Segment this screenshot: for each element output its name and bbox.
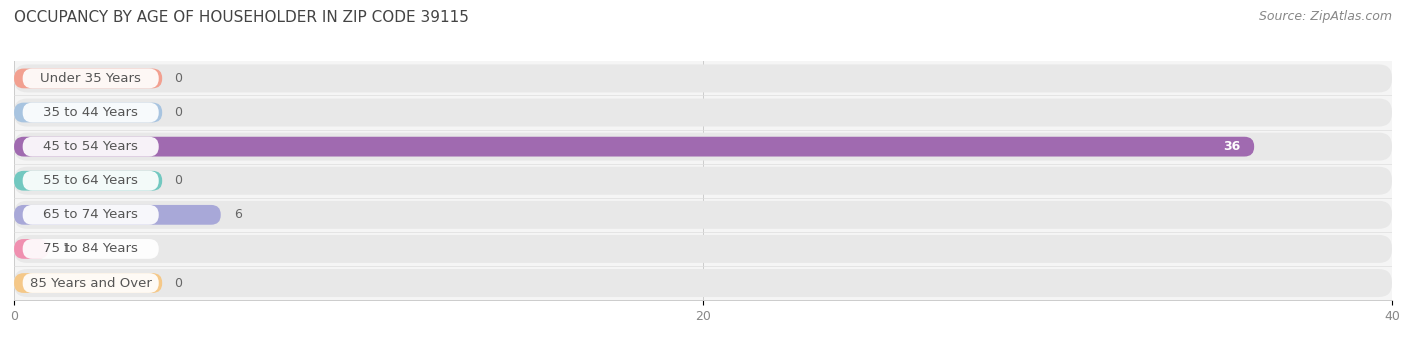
Text: 0: 0 bbox=[174, 106, 183, 119]
Text: 45 to 54 Years: 45 to 54 Years bbox=[44, 140, 138, 153]
FancyBboxPatch shape bbox=[22, 205, 159, 225]
Text: 0: 0 bbox=[174, 174, 183, 187]
FancyBboxPatch shape bbox=[14, 167, 1392, 195]
FancyBboxPatch shape bbox=[14, 235, 1392, 263]
FancyBboxPatch shape bbox=[14, 239, 48, 259]
FancyBboxPatch shape bbox=[14, 201, 1392, 229]
FancyBboxPatch shape bbox=[22, 239, 159, 259]
Text: 65 to 74 Years: 65 to 74 Years bbox=[44, 208, 138, 221]
FancyBboxPatch shape bbox=[14, 273, 162, 293]
Text: Source: ZipAtlas.com: Source: ZipAtlas.com bbox=[1258, 10, 1392, 23]
Text: 1: 1 bbox=[62, 242, 70, 255]
FancyBboxPatch shape bbox=[22, 69, 159, 88]
FancyBboxPatch shape bbox=[14, 205, 221, 225]
Text: 75 to 84 Years: 75 to 84 Years bbox=[44, 242, 138, 255]
FancyBboxPatch shape bbox=[22, 171, 159, 191]
FancyBboxPatch shape bbox=[14, 103, 162, 122]
FancyBboxPatch shape bbox=[14, 99, 1392, 127]
FancyBboxPatch shape bbox=[14, 137, 1254, 157]
FancyBboxPatch shape bbox=[22, 103, 159, 122]
Text: 36: 36 bbox=[1223, 140, 1240, 153]
FancyBboxPatch shape bbox=[14, 133, 1392, 161]
FancyBboxPatch shape bbox=[14, 269, 1392, 297]
Text: 6: 6 bbox=[235, 208, 242, 221]
Text: 0: 0 bbox=[174, 277, 183, 290]
Text: 55 to 64 Years: 55 to 64 Years bbox=[44, 174, 138, 187]
FancyBboxPatch shape bbox=[22, 137, 159, 157]
Text: OCCUPANCY BY AGE OF HOUSEHOLDER IN ZIP CODE 39115: OCCUPANCY BY AGE OF HOUSEHOLDER IN ZIP C… bbox=[14, 10, 470, 25]
Text: 35 to 44 Years: 35 to 44 Years bbox=[44, 106, 138, 119]
FancyBboxPatch shape bbox=[14, 69, 162, 88]
FancyBboxPatch shape bbox=[22, 273, 159, 293]
FancyBboxPatch shape bbox=[14, 171, 162, 191]
Text: Under 35 Years: Under 35 Years bbox=[41, 72, 141, 85]
FancyBboxPatch shape bbox=[14, 64, 1392, 92]
Text: 85 Years and Over: 85 Years and Over bbox=[30, 277, 152, 290]
Text: 0: 0 bbox=[174, 72, 183, 85]
